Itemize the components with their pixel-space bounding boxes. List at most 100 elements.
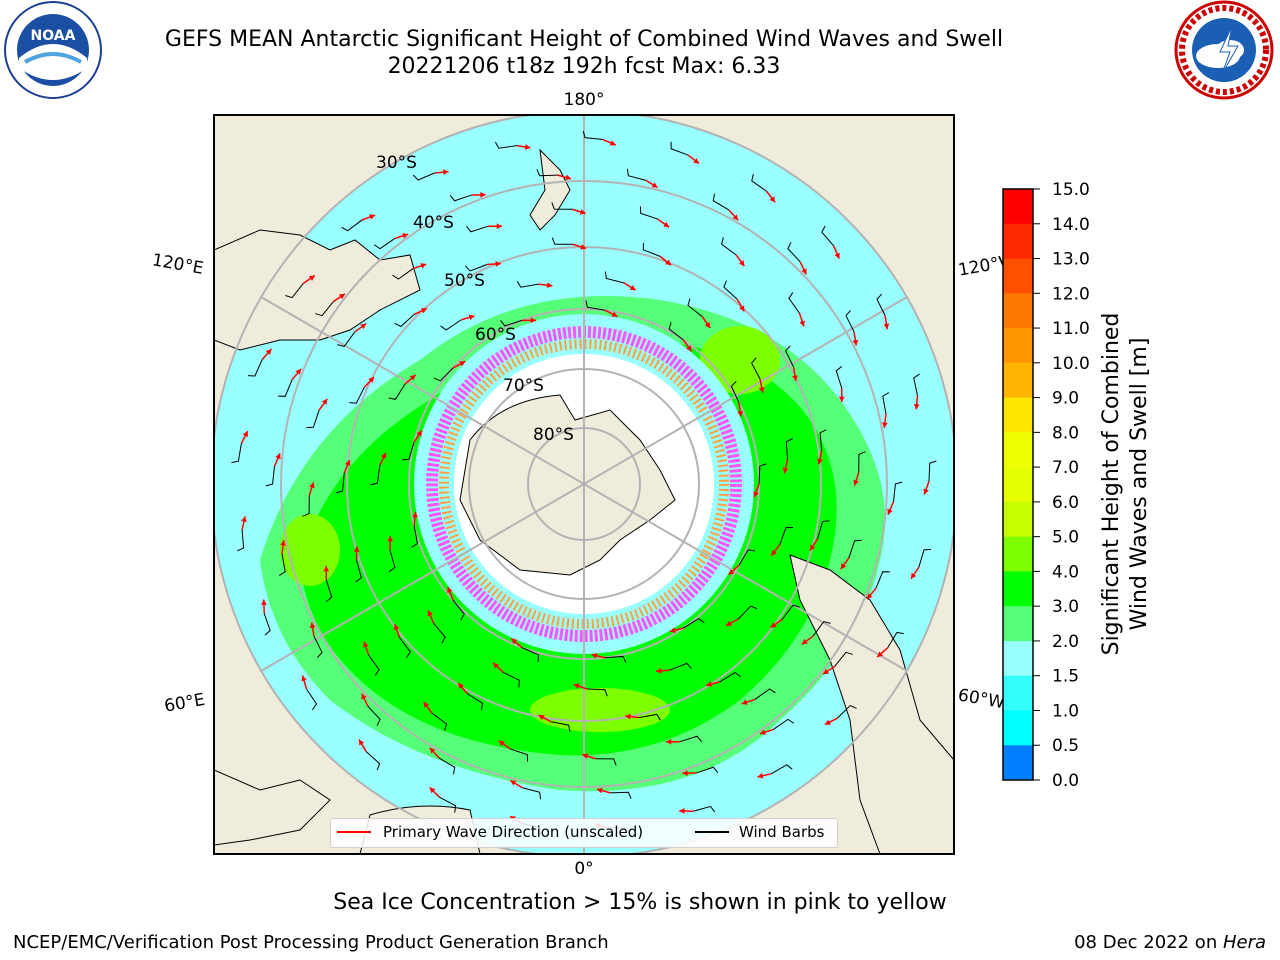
colorbar-cell: [1003, 571, 1033, 607]
svg-text:NOAA: NOAA: [31, 28, 76, 44]
wind-barb: [365, 751, 381, 771]
colorbar-cell: [1003, 640, 1033, 677]
wind-barb: [858, 451, 866, 473]
colorbar-tick-label: 2.0: [1052, 632, 1079, 652]
colorbar-cell: [1003, 536, 1033, 572]
wind-barb: [367, 705, 381, 726]
colorbar-tick-label: 12.0: [1052, 284, 1090, 304]
wind-barb: [595, 758, 617, 766]
wind-barb: [431, 712, 448, 731]
wave-arrow-head: [625, 713, 631, 720]
new-zealand-landmass: [529, 148, 571, 231]
wind-barb: [819, 429, 827, 451]
wave-arrow-head: [693, 158, 700, 164]
wind-barb: [278, 553, 286, 576]
wave-arrow-head: [753, 491, 759, 498]
footer-date: 08 Dec 2022 on Hera: [1074, 932, 1266, 953]
colorbar-tick-label: 15.0: [1052, 180, 1090, 200]
wave-arrow-head: [265, 349, 272, 355]
wind-barb: [670, 141, 689, 156]
wave-arrow-head: [338, 293, 345, 300]
wind-barb: [604, 271, 624, 284]
wave-arrow-head: [565, 174, 572, 181]
wave-arrow-head: [363, 641, 369, 648]
wind-barb: [730, 380, 740, 403]
wave-arrow-head: [923, 488, 929, 495]
wave-arrow-head: [573, 683, 580, 689]
wave-max-region: [700, 326, 780, 394]
wind-barb: [302, 495, 310, 517]
wave-arrow-head: [853, 479, 859, 486]
wind-barb: [439, 796, 457, 813]
national-weather-service-logo-icon: [1172, 0, 1276, 104]
wind-barb: [719, 671, 741, 683]
australia-landmass: [214, 229, 421, 351]
wind-barb: [494, 141, 517, 149]
wave-arrow-head: [739, 305, 745, 312]
wave-arrow-head: [741, 699, 748, 705]
wave-arrow-head: [402, 233, 409, 239]
wave-arrow-head: [913, 403, 920, 410]
colorbar-tick-label: 3.0: [1052, 597, 1079, 617]
wind-barb: [392, 268, 414, 280]
wind-barb: [582, 130, 603, 141]
wave-arrow-head: [596, 787, 603, 794]
colorbar-tick-label: 4.0: [1052, 562, 1079, 582]
wind-barb: [812, 620, 831, 637]
wind-barb: [551, 237, 573, 245]
wind-barb: [605, 655, 627, 663]
wave-arrow-head: [770, 622, 777, 628]
wave-arrow-head: [459, 361, 466, 367]
wave-arrow-head: [458, 683, 464, 690]
wave-arrow-head: [380, 452, 387, 459]
wind-barb: [466, 225, 489, 233]
wave-arrow-head: [611, 311, 618, 317]
wave-arrow-head: [582, 753, 589, 759]
wind-barb: [876, 293, 886, 316]
wave-arrow-head: [666, 738, 672, 745]
lat-label-80s: 80°S: [533, 425, 574, 445]
wave-arrow-head: [323, 566, 330, 572]
footer-host: Hera: [1222, 932, 1266, 953]
map-frame: [213, 114, 955, 855]
wind-barb: [467, 693, 484, 711]
wave-arrow-head: [242, 430, 248, 437]
wave-arrow-head: [498, 740, 505, 747]
wind-barb: [503, 671, 520, 688]
wind-barb: [668, 322, 684, 341]
wind-barb: [882, 392, 890, 415]
colorbar-tick-label: 14.0: [1052, 215, 1090, 235]
wave-arrow-head: [738, 260, 745, 267]
wave-arrow-head: [360, 323, 367, 330]
wave-arrow-head: [823, 668, 830, 675]
wave-arrow-head: [429, 787, 436, 794]
wave-arrow-head: [665, 259, 672, 266]
wind-barb: [335, 473, 345, 494]
wave-arrow-head: [579, 209, 586, 215]
wave-arrow-head: [782, 467, 789, 474]
wind-barb: [720, 237, 737, 256]
wave-arrow-head: [663, 221, 670, 228]
footer-credit: NCEP/EMC/Verification Post Processing Pr…: [13, 932, 609, 953]
wind-barb: [550, 721, 571, 733]
wave-arrow-head: [309, 622, 316, 629]
colorbar-tick-label: 1.5: [1052, 667, 1079, 687]
wind-barb: [231, 443, 242, 464]
wave-arrow-head: [495, 261, 501, 267]
wave-arrow-head: [369, 214, 376, 220]
wind-barb: [237, 529, 245, 552]
wave-arrow-head: [877, 651, 884, 658]
colorbar-cell: [1003, 675, 1033, 711]
lat-label-70s: 70°S: [503, 376, 544, 396]
wave-arrow-head: [412, 511, 418, 518]
colorbar-cell: [1003, 293, 1033, 329]
wind-barb: [265, 466, 276, 487]
wind-barb: [285, 283, 304, 299]
wind-barb-legend-label: Wind Barbs: [739, 823, 825, 841]
wave-arrow-head: [427, 610, 433, 617]
colorbar-cell: [1003, 501, 1033, 538]
wave-arrow-head: [792, 375, 798, 381]
wind-barb: [401, 441, 415, 461]
